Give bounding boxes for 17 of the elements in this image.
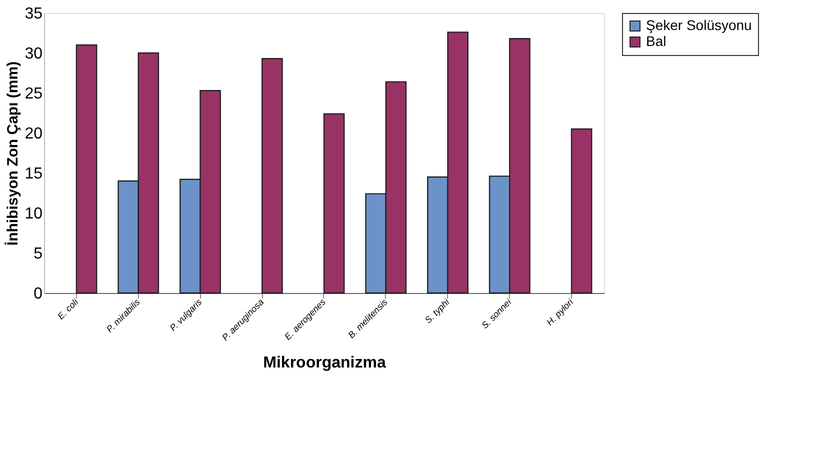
y-tick-label: 20	[24, 126, 43, 142]
legend-label: Bal	[646, 33, 666, 49]
x-axis-title: Mikroorganizma	[263, 354, 386, 372]
bar	[570, 128, 592, 294]
bar	[262, 58, 283, 294]
y-tick-label: 15	[24, 166, 43, 182]
y-tick-label: 30	[24, 46, 43, 62]
y-tick-label: 0	[34, 286, 43, 302]
y-tick-label: 10	[24, 206, 43, 222]
x-tick-label: E. coli	[56, 296, 81, 322]
bar	[323, 113, 345, 294]
bar	[76, 44, 98, 294]
y-tick-label: 5	[34, 246, 43, 262]
y-tick-label: 35	[24, 6, 43, 22]
y-axis-title: İnhibisyon Zon Çapı (mm)	[4, 61, 22, 246]
legend-label: Şeker Solüsyonu	[646, 17, 752, 33]
y-tick-label: 25	[24, 86, 43, 102]
